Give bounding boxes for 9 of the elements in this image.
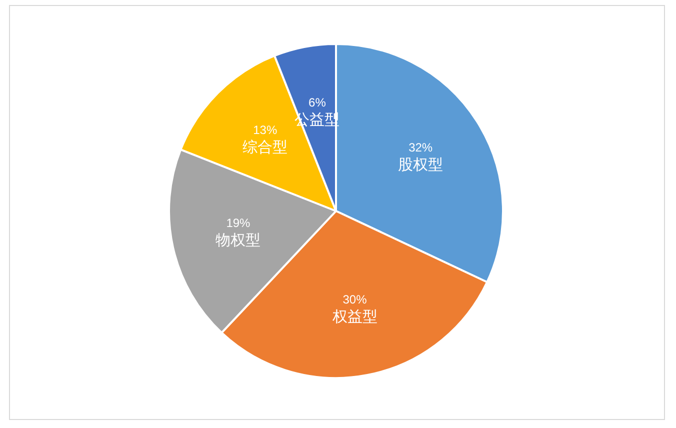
data-label: 19% <box>226 216 251 230</box>
data-label: 6% <box>308 96 326 110</box>
data-label: 13% <box>253 123 278 138</box>
data-label: 32% <box>408 140 433 154</box>
slice-label: 物权型 <box>216 232 261 249</box>
slice-label: 综合型 <box>242 139 288 156</box>
data-label: 30% <box>342 292 368 306</box>
slice-label: 权益型 <box>331 308 378 326</box>
slice-label: 股权型 <box>398 156 444 174</box>
